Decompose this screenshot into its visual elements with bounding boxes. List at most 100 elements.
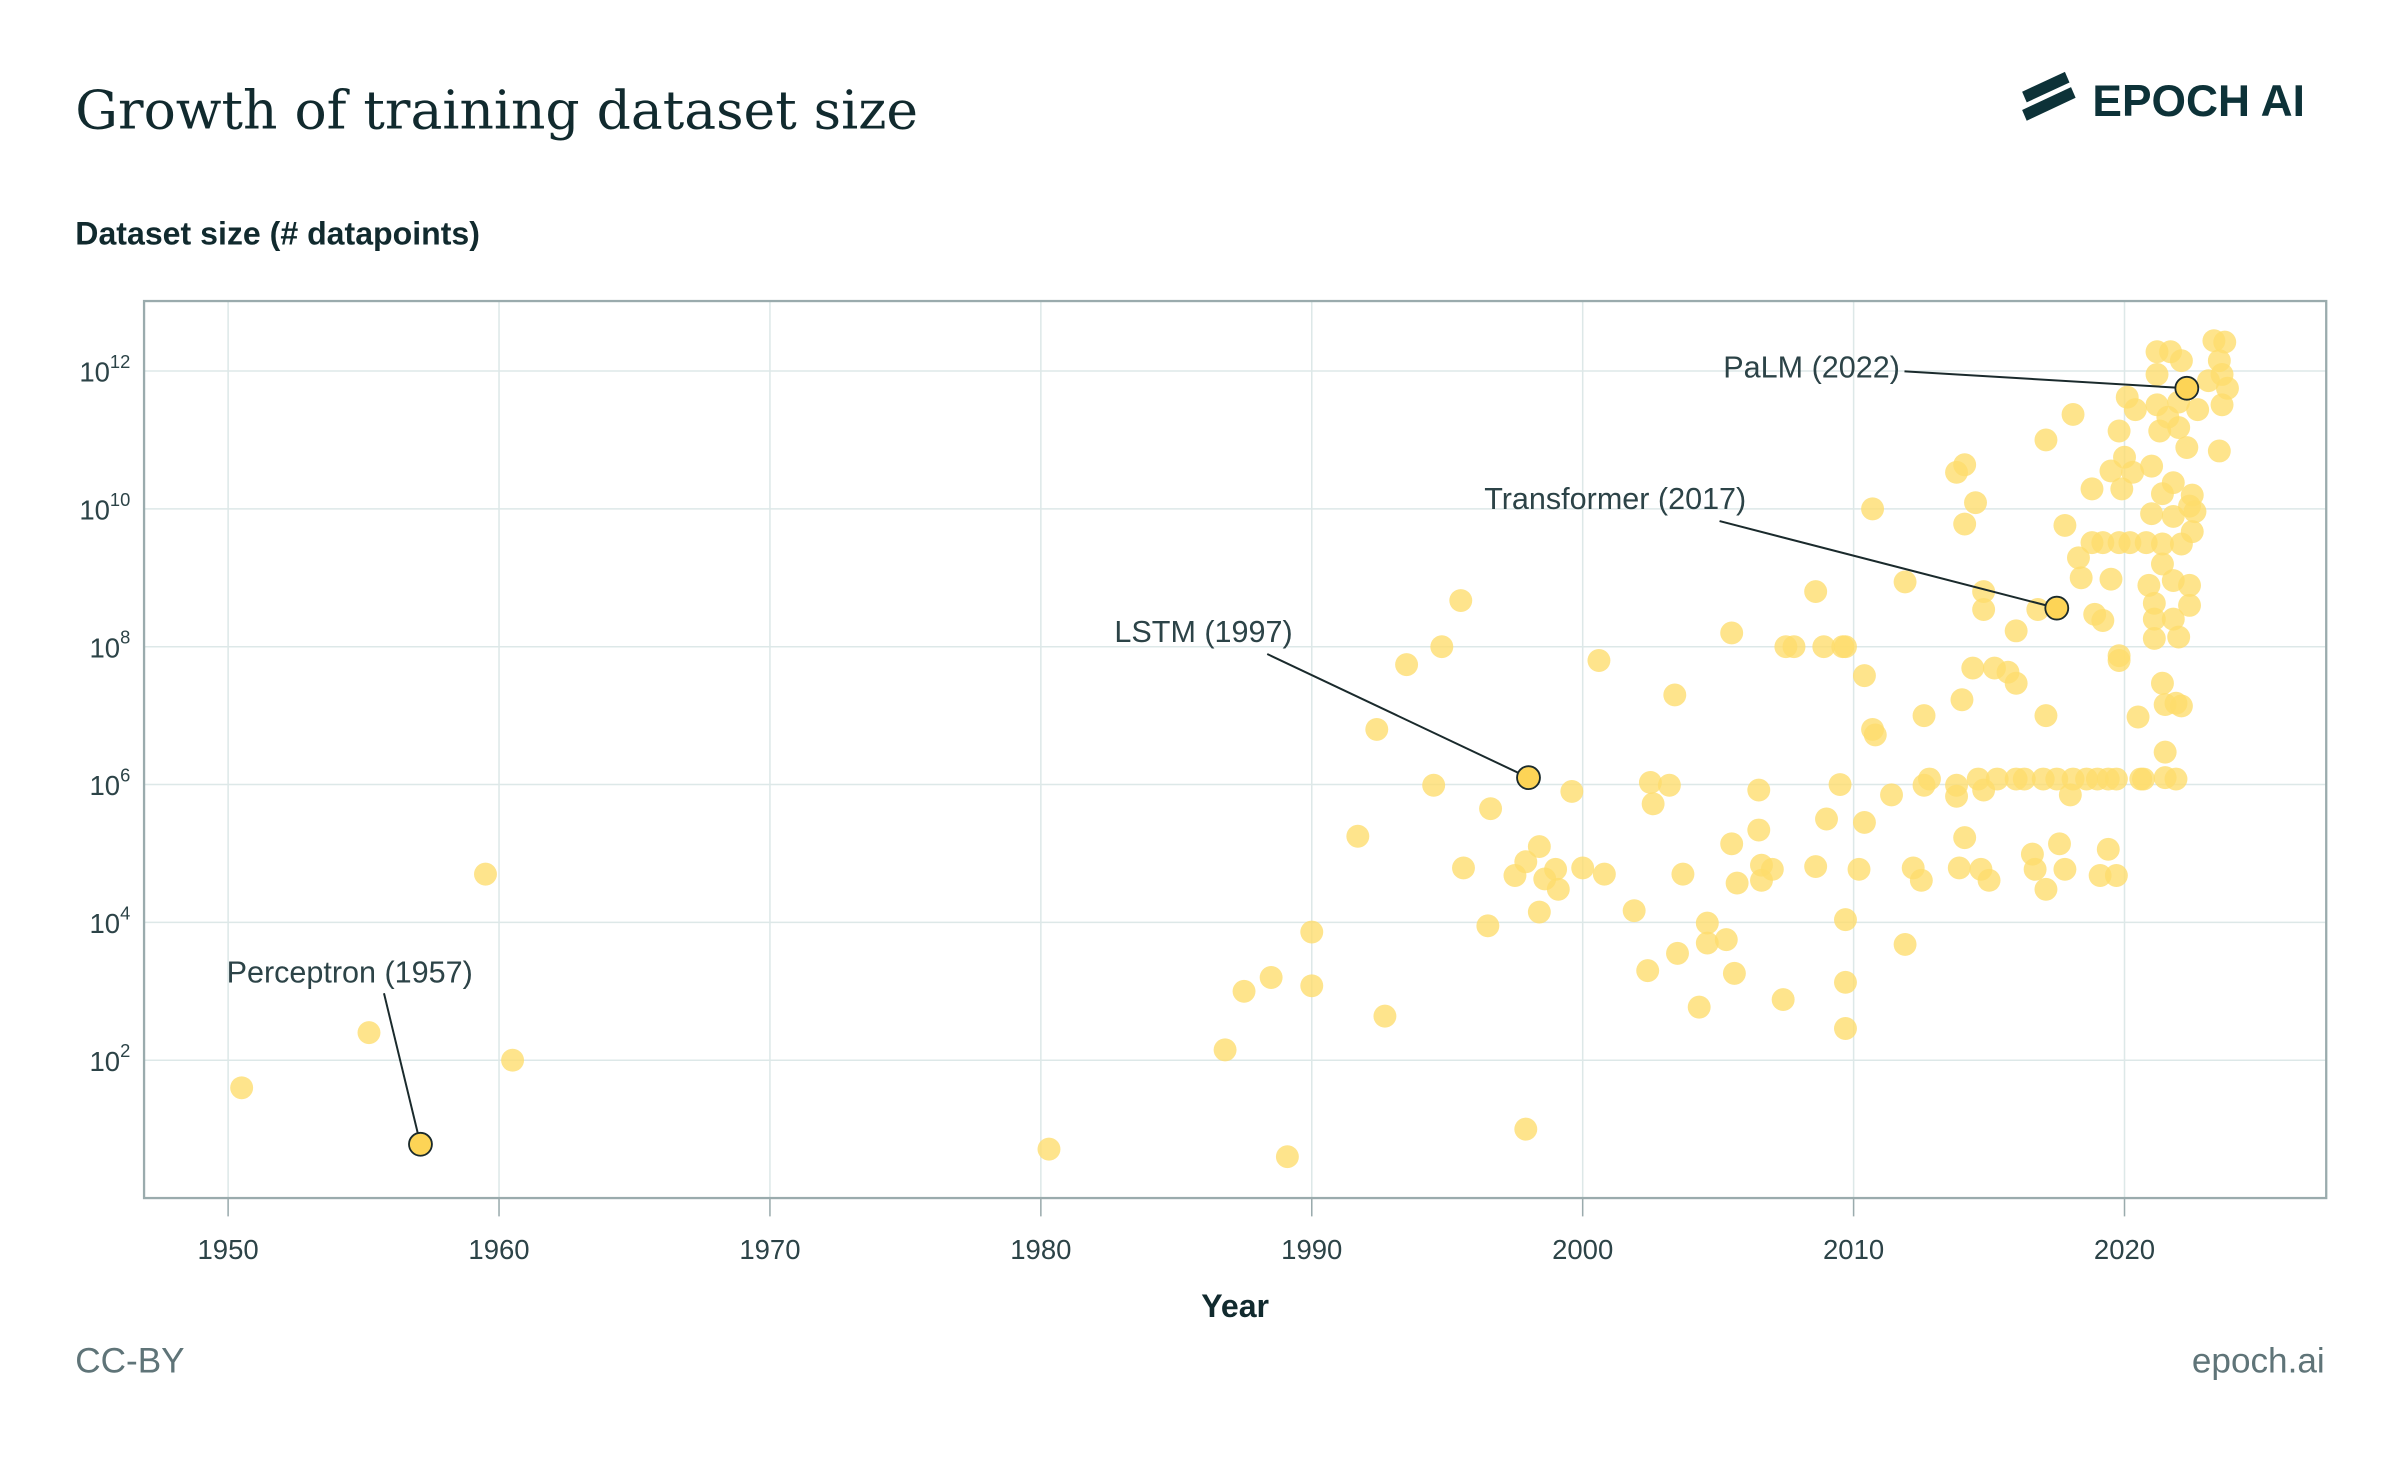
data-point (2132, 767, 2155, 791)
data-point (1636, 959, 1660, 983)
data-point (2004, 619, 2028, 643)
data-point (1365, 717, 1389, 741)
highlighted-data-point (408, 1131, 433, 1157)
data-point (1422, 773, 1446, 797)
data-point (1804, 855, 1828, 879)
data-point (2053, 513, 2077, 537)
data-point (1812, 635, 1836, 659)
data-point (1452, 856, 1475, 880)
site-link[interactable]: epoch.ai (2192, 1341, 2325, 1380)
data-point (2099, 567, 2123, 591)
data-point (1852, 810, 1876, 834)
logo-mark-icon (2022, 71, 2076, 121)
data-point (1695, 931, 1719, 955)
annotation-label: Transformer (2017) (1484, 482, 1746, 516)
data-point (2034, 704, 2058, 728)
data-point (1912, 704, 1936, 728)
data-point (2213, 330, 2237, 354)
data-point (357, 1021, 381, 1045)
data-point (1479, 797, 1503, 821)
data-point (1720, 621, 1744, 645)
license-text: CC-BY (75, 1341, 184, 1380)
data-point (501, 1048, 525, 1072)
x-tick-label: 2020 (2094, 1234, 2155, 1265)
data-point (1972, 580, 1996, 604)
y-tick-base: 10 (90, 770, 121, 801)
annotation-label: Perceptron (1957) (227, 956, 473, 990)
data-point (2150, 532, 2174, 556)
data-point (1909, 868, 1933, 892)
y-tick-exponent: 10 (110, 489, 130, 510)
data-point (2142, 591, 2166, 615)
data-point (1587, 649, 1611, 672)
data-point (1725, 871, 1749, 895)
data-point (2150, 552, 2174, 576)
data-point (2142, 626, 2166, 650)
data-point (1880, 783, 1903, 807)
data-point (1747, 778, 1771, 802)
data-point (1666, 941, 1689, 965)
epoch-ai-logo: EPOCH AI (2022, 71, 2305, 126)
data-point (2167, 416, 2191, 440)
data-point (2161, 504, 2185, 528)
data-point (1893, 932, 1917, 956)
data-point (1346, 824, 1370, 848)
y-axis-label: Dataset size (# datapoints) (75, 216, 480, 252)
data-point (1476, 914, 1500, 938)
data-point (2080, 477, 2104, 501)
x-tick-label: 2000 (1552, 1234, 1613, 1265)
annotations: Perceptron (1957) LSTM (1997) Transformer … (227, 350, 2200, 1157)
data-point (2126, 705, 2150, 729)
data-point (1852, 664, 1876, 688)
data-point (1760, 857, 1784, 881)
data-point (1985, 767, 2009, 791)
data-point (2091, 531, 2115, 555)
data-point (1641, 792, 1665, 816)
data-point (1037, 1137, 1061, 1161)
data-point (1449, 589, 1473, 612)
annotation-leader-line (1719, 520, 2058, 610)
data-point (1834, 635, 1857, 659)
data-point (1275, 1145, 1299, 1169)
data-point (2066, 546, 2090, 570)
data-point (2034, 877, 2058, 901)
chart-title: Growth of training dataset size (75, 78, 918, 141)
data-point (2034, 428, 2058, 452)
scatter-points (230, 329, 2239, 1169)
data-point (2012, 767, 2036, 791)
data-point (1722, 961, 1746, 985)
annotation-leader-line (1904, 370, 2187, 390)
data-point (1782, 635, 1806, 659)
data-point (2153, 740, 2177, 764)
data-point (1259, 966, 1283, 989)
annotation-label: PaLM (2022) (1723, 350, 1900, 384)
data-point (2186, 398, 2210, 422)
y-tick-base: 10 (79, 357, 110, 388)
y-tick-label: 1010 (79, 489, 130, 526)
data-point (1373, 1004, 1397, 1028)
data-point (1953, 512, 1977, 536)
data-point (2178, 593, 2201, 617)
data-point (2023, 857, 2047, 881)
data-point (1714, 928, 1738, 952)
data-point (2107, 419, 2131, 443)
data-point (1638, 771, 1662, 794)
data-point (1232, 979, 1256, 1003)
data-point (1964, 491, 1987, 515)
data-point (1687, 995, 1711, 1019)
y-tick-base: 10 (90, 908, 121, 939)
data-point (1300, 920, 1324, 944)
y-tick-exponent: 12 (110, 351, 130, 372)
y-tick-label: 108 (90, 627, 131, 664)
data-point (2107, 644, 2131, 668)
data-point (1671, 862, 1695, 886)
y-tick-label: 102 (90, 1040, 131, 1077)
data-point (2164, 767, 2188, 791)
data-point (2175, 436, 2199, 459)
data-point (1622, 899, 1646, 923)
data-point (1828, 773, 1852, 797)
data-point (2207, 439, 2231, 463)
annotation-leader-line (1266, 653, 1529, 779)
data-point (2169, 694, 2193, 718)
